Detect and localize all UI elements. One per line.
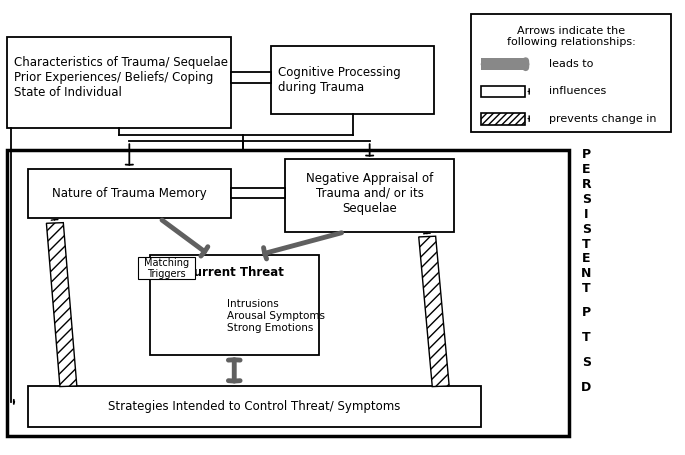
FancyBboxPatch shape [482, 58, 525, 70]
Text: leads to: leads to [549, 59, 593, 69]
FancyBboxPatch shape [482, 86, 525, 97]
FancyBboxPatch shape [482, 113, 525, 125]
Text: Characteristics of Trauma/ Sequelae
Prior Experiences/ Beliefs/ Coping
State of : Characteristics of Trauma/ Sequelae Prio… [14, 56, 228, 99]
Polygon shape [47, 222, 77, 387]
FancyBboxPatch shape [231, 188, 285, 198]
Text: Intrusions
Arousal Symptoms
Strong Emotions: Intrusions Arousal Symptoms Strong Emoti… [227, 299, 325, 333]
FancyBboxPatch shape [8, 37, 231, 128]
Text: influences: influences [549, 86, 606, 96]
Text: E: E [582, 163, 590, 176]
Text: I: I [584, 208, 588, 221]
Text: T: T [582, 282, 590, 295]
Text: prevents change in: prevents change in [549, 114, 656, 124]
FancyBboxPatch shape [231, 72, 271, 83]
Text: Current Threat: Current Threat [185, 266, 284, 279]
FancyBboxPatch shape [28, 386, 482, 427]
Text: N: N [581, 267, 591, 280]
Text: P: P [582, 148, 591, 162]
Text: E: E [582, 253, 590, 265]
Text: Cognitive Processing
during Trauma: Cognitive Processing during Trauma [278, 66, 401, 94]
Text: Arrows indicate the
following relationships:: Arrows indicate the following relationsh… [507, 25, 636, 47]
Text: Negative Appraisal of
Trauma and/ or its
Sequelae: Negative Appraisal of Trauma and/ or its… [306, 172, 434, 215]
Polygon shape [419, 236, 449, 387]
FancyBboxPatch shape [8, 151, 569, 436]
Text: S: S [582, 223, 590, 236]
Text: Nature of Trauma Memory: Nature of Trauma Memory [52, 187, 207, 200]
FancyBboxPatch shape [285, 159, 454, 232]
Text: Matching
Triggers: Matching Triggers [144, 258, 189, 279]
Text: T: T [582, 238, 590, 251]
FancyBboxPatch shape [138, 258, 195, 279]
Text: P: P [582, 306, 591, 319]
FancyBboxPatch shape [149, 255, 319, 354]
FancyBboxPatch shape [471, 14, 671, 132]
Text: D: D [581, 381, 591, 394]
Text: T: T [582, 331, 590, 344]
Text: S: S [582, 193, 590, 206]
Text: S: S [582, 356, 590, 369]
FancyBboxPatch shape [271, 46, 434, 114]
Text: R: R [582, 178, 591, 191]
Text: Strategies Intended to Control Threat/ Symptoms: Strategies Intended to Control Threat/ S… [108, 400, 401, 413]
FancyBboxPatch shape [28, 168, 231, 218]
